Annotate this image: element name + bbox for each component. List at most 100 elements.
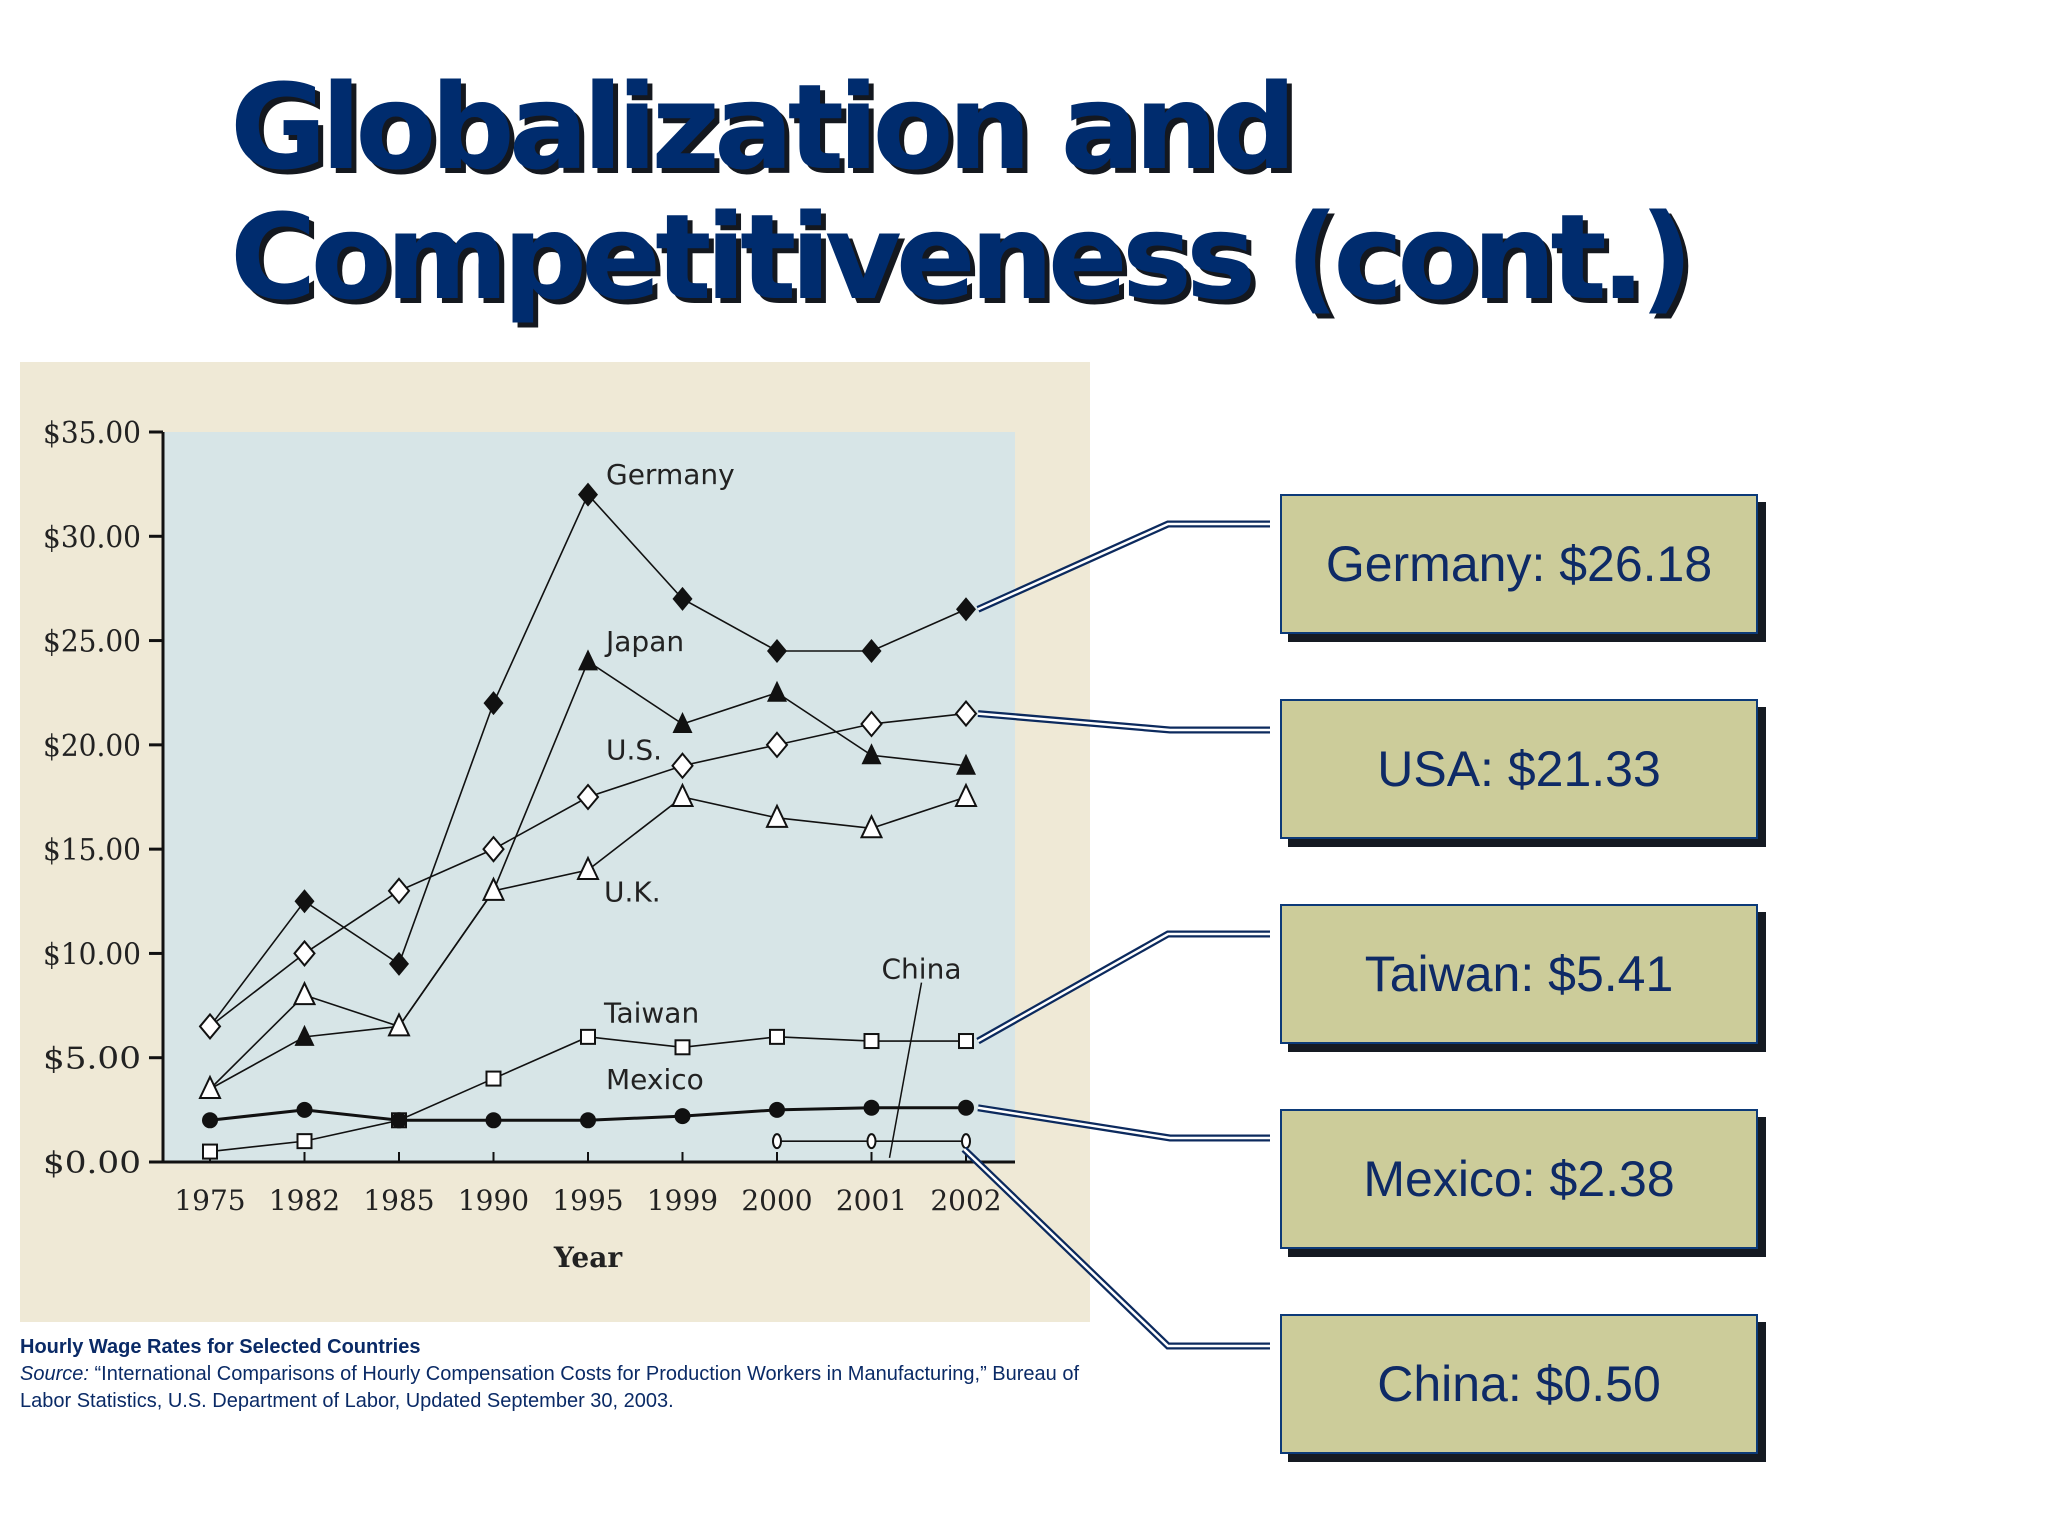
callout-china: China: $0.50 (1280, 1314, 1758, 1454)
uk-point (954, 782, 978, 807)
uk-line (209, 796, 967, 1090)
x-tick-label: 1975 (174, 1184, 245, 1217)
callout-germany: Germany: $26.18 (1280, 494, 1758, 634)
y-tick-label: $15.00 (43, 833, 141, 868)
slide-title-line-2: Competitiveness (cont.) (230, 188, 1693, 326)
us-point (387, 877, 411, 905)
us-point (293, 939, 316, 967)
china-series-label: China (882, 952, 962, 985)
germany-series-label: Germany (606, 458, 735, 491)
mexico-point (769, 1101, 785, 1118)
y-tick-label: $20.00 (43, 729, 141, 764)
chart-frame: $0.00 $5.00 $10.00 $15.00 $20.00 $25.00 $30.00… (20, 362, 1090, 1322)
callout-taiwan-label: Taiwan: $5.41 (1364, 946, 1674, 1002)
china-point (961, 1133, 971, 1150)
y-tick-label: $10.00 (43, 937, 141, 972)
y-tick-label: $35.00 (43, 416, 141, 451)
mexico-series-label: Mexico (606, 1063, 704, 1096)
callout-usa: USA: $21.33 (1280, 699, 1758, 839)
japan-point (956, 753, 976, 775)
us-point (765, 731, 789, 759)
x-tick-label: 2001 (836, 1184, 907, 1217)
wage-line-chart: $0.00 $5.00 $10.00 $15.00 $20.00 $25.00 $30.00… (43, 416, 1015, 1274)
callout-mexico: Mexico: $2.38 (1280, 1109, 1758, 1249)
taiwan-line (209, 1036, 966, 1153)
x-tick-label: 1995 (552, 1184, 623, 1217)
taiwan-point (202, 1143, 218, 1160)
y-tick-label: $30.00 (43, 520, 141, 555)
taiwan-point (674, 1039, 691, 1056)
uk-point (576, 855, 600, 880)
china-label-pointer (888, 982, 923, 1158)
uk-point (670, 782, 695, 807)
figure-caption: Hourly Wage Rates for Selected Countries… (20, 1334, 1120, 1415)
slide-title: Globalization and Competitiveness (cont.… (230, 62, 1830, 322)
slide-title-line-1: Globalization and (230, 58, 1297, 196)
japan-point (294, 1024, 315, 1046)
germany-point (861, 639, 882, 663)
germany-line (209, 493, 967, 1027)
us-point (860, 710, 883, 738)
callout-taiwan: Taiwan: $5.41 (1280, 904, 1758, 1044)
callout-usa-label: USA: $21.33 (1377, 741, 1661, 797)
callout-germany-label: Germany: $26.18 (1325, 536, 1713, 592)
germany-point (578, 482, 598, 507)
uk-point (198, 1074, 222, 1099)
us-point (482, 835, 505, 863)
us-point (671, 752, 694, 780)
callout-china-label: China: $0.50 (1377, 1356, 1661, 1412)
uk-point (481, 876, 506, 901)
mexico-point (202, 1112, 218, 1129)
china-point (866, 1133, 877, 1150)
x-axis-title: Year (553, 1241, 624, 1274)
uk-point (859, 813, 884, 839)
japan-series-label: Japan (604, 625, 684, 658)
us-point (198, 1012, 222, 1040)
uk-point (292, 980, 317, 1006)
japan-point (578, 649, 598, 671)
us-series-label: U.S. (606, 733, 662, 766)
mexico-point (391, 1112, 407, 1129)
mexico-point (296, 1101, 313, 1118)
taiwan-series-label: Taiwan (603, 996, 699, 1029)
mexico-point (958, 1099, 974, 1116)
x-tick-label: 1985 (363, 1184, 434, 1217)
caption-title: Hourly Wage Rates for Selected Countries (20, 1336, 421, 1358)
taiwan-point (485, 1070, 502, 1087)
mexico-point (674, 1108, 691, 1125)
y-tick-label: $25.00 (43, 625, 141, 660)
us-point (576, 783, 600, 811)
germany-point (294, 889, 315, 914)
japan-point (767, 680, 787, 702)
japan-point (672, 712, 693, 733)
uk-point (387, 1012, 411, 1037)
mexico-point (863, 1099, 880, 1116)
germany-point (672, 586, 693, 611)
x-tick-label: 2002 (930, 1184, 1001, 1217)
x-tick-label: 1999 (647, 1184, 718, 1217)
x-tick-label: 1990 (458, 1184, 529, 1217)
taiwan-point (296, 1133, 313, 1150)
x-tick-label: 1982 (269, 1184, 340, 1217)
callout-mexico-label: Mexico: $2.38 (1363, 1151, 1675, 1207)
mexico-point (580, 1112, 596, 1129)
uk-series-label: U.K. (604, 875, 661, 908)
uk-point (765, 803, 789, 828)
y-tick-label: $0.00 (43, 1146, 141, 1181)
taiwan-point (580, 1028, 596, 1045)
germany-point (956, 597, 976, 622)
taiwan-point (958, 1033, 974, 1050)
caption-source: Source: “International Comparisons of Ho… (20, 1361, 1120, 1415)
germany-point (483, 691, 504, 716)
mexico-point (485, 1112, 502, 1129)
china-point (772, 1133, 782, 1150)
germany-point (389, 951, 409, 976)
us-point (954, 700, 978, 728)
caption-source-label: Source: (20, 1363, 89, 1385)
taiwan-point (769, 1028, 785, 1045)
x-tick-label: 2000 (741, 1184, 812, 1217)
japan-point (861, 743, 882, 765)
caption-source-text: “International Comparisons of Hourly Com… (20, 1363, 1080, 1412)
taiwan-point (863, 1033, 880, 1050)
y-tick-label: $5.00 (43, 1042, 141, 1077)
